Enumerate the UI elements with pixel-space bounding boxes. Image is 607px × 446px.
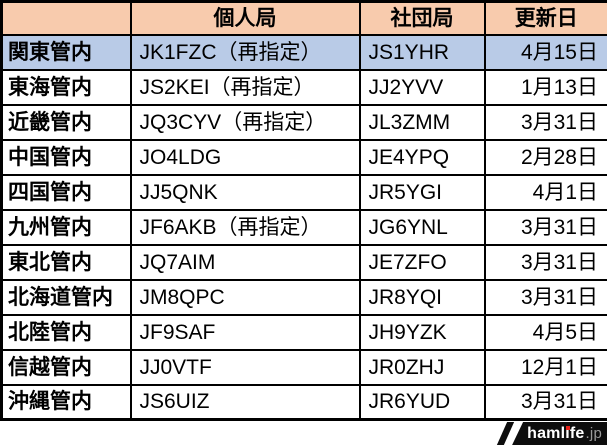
table-header: 個人局 社団局 更新日 xyxy=(0,0,607,36)
table-row: 北海道管内 JM8QPC JR8YQI 3月31日 xyxy=(0,278,607,316)
update-date-cell: 3月31日 xyxy=(483,278,607,316)
update-date-cell: 4月5日 xyxy=(483,313,607,351)
region-cell: 北海道管内 xyxy=(0,278,132,316)
personal-callsign-cell: JS2KEI（再指定） xyxy=(129,68,361,106)
club-callsign-cell: JR0ZHJ xyxy=(358,348,486,386)
region-cell: 東海管内 xyxy=(0,68,132,106)
table-row: 中国管内 JO4LDG JE4YPQ 2月28日 xyxy=(0,138,607,176)
personal-callsign-cell: JF6AKB（再指定） xyxy=(129,208,361,246)
header-update-date: 更新日 xyxy=(483,0,607,36)
personal-callsign-cell: JM8QPC xyxy=(129,278,361,316)
logo-plate: hamlife.jp xyxy=(512,422,607,445)
club-callsign-cell: JJ2YVV xyxy=(358,68,486,106)
personal-callsign-cell: JO4LDG xyxy=(129,138,361,176)
logo-suffix: .jp xyxy=(585,424,602,442)
update-date-cell: 4月1日 xyxy=(483,173,607,211)
table-row: 東北管内 JQ7AIM JE7ZFO 3月31日 xyxy=(0,243,607,281)
header-row: 個人局 社団局 更新日 xyxy=(0,0,607,36)
update-date-cell: 3月31日 xyxy=(483,208,607,246)
region-cell: 信越管内 xyxy=(0,348,132,386)
logo-slash-icon xyxy=(496,422,515,445)
hamlife-logo: hamlife.jp xyxy=(496,422,607,445)
club-callsign-cell: JR8YQI xyxy=(358,278,486,316)
update-date-cell: 2月28日 xyxy=(483,138,607,176)
region-cell: 沖縄管内 xyxy=(0,383,132,421)
update-date-cell: 4月15日 xyxy=(483,33,607,71)
club-callsign-cell: JL3ZMM xyxy=(358,103,486,141)
region-cell: 東北管内 xyxy=(0,243,132,281)
region-cell: 九州管内 xyxy=(0,208,132,246)
table-row: 信越管内 JJ0VTF JR0ZHJ 12月1日 xyxy=(0,348,607,386)
update-date-cell: 12月1日 xyxy=(483,348,607,386)
update-date-cell: 1月13日 xyxy=(483,68,607,106)
personal-callsign-cell: JS6UIZ xyxy=(129,383,361,421)
personal-callsign-cell: JF9SAF xyxy=(129,313,361,351)
personal-callsign-cell: JQ7AIM xyxy=(129,243,361,281)
table-row: 四国管内 JJ5QNK JR5YGI 4月1日 xyxy=(0,173,607,211)
table-row: 九州管内 JF6AKB（再指定） JG6YNL 3月31日 xyxy=(0,208,607,246)
table-row: 関東管内 JK1FZC（再指定） JS1YHR 4月15日 xyxy=(0,33,607,71)
update-date-cell: 3月31日 xyxy=(483,383,607,421)
personal-callsign-cell: JQ3CYV（再指定） xyxy=(129,103,361,141)
region-cell: 関東管内 xyxy=(0,33,132,71)
club-callsign-cell: JE7ZFO xyxy=(358,243,486,281)
table-row: 北陸管内 JF9SAF JH9YZK 4月5日 xyxy=(0,313,607,351)
club-callsign-cell: JE4YPQ xyxy=(358,138,486,176)
region-cell: 北陸管内 xyxy=(0,313,132,351)
club-callsign-cell: JR6YUD xyxy=(358,383,486,421)
personal-callsign-cell: JJ0VTF xyxy=(129,348,361,386)
region-cell: 近畿管内 xyxy=(0,103,132,141)
personal-callsign-cell: JK1FZC（再指定） xyxy=(129,33,361,71)
logo-i-red-dot: i xyxy=(565,424,570,442)
update-date-cell: 3月31日 xyxy=(483,243,607,281)
header-club-station: 社団局 xyxy=(358,0,486,36)
club-callsign-cell: JR5YGI xyxy=(358,173,486,211)
logo-text: hamlife.jp xyxy=(527,424,602,442)
personal-callsign-cell: JJ5QNK xyxy=(129,173,361,211)
table-row: 近畿管内 JQ3CYV（再指定） JL3ZMM 3月31日 xyxy=(0,103,607,141)
region-cell: 四国管内 xyxy=(0,173,132,211)
club-callsign-cell: JS1YHR xyxy=(358,33,486,71)
table-row: 東海管内 JS2KEI（再指定） JJ2YVV 1月13日 xyxy=(0,68,607,106)
club-callsign-cell: JG6YNL xyxy=(358,208,486,246)
update-date-cell: 3月31日 xyxy=(483,103,607,141)
table-body: 関東管内 JK1FZC（再指定） JS1YHR 4月15日 東海管内 JS2KEI（再指定… xyxy=(0,33,607,421)
region-cell: 中国管内 xyxy=(0,138,132,176)
callsign-assignment-table: 個人局 社団局 更新日 関東管内 JK1FZC（再指定） JS1YHR 4月15日 東海… xyxy=(0,0,607,421)
logo-text-post: fe xyxy=(569,424,585,442)
logo-text-pre: haml xyxy=(527,424,566,442)
header-region-blank xyxy=(0,0,132,36)
table-row: 沖縄管内 JS6UIZ JR6YUD 3月31日 xyxy=(0,383,607,421)
club-callsign-cell: JH9YZK xyxy=(358,313,486,351)
header-personal-station: 個人局 xyxy=(129,0,361,36)
